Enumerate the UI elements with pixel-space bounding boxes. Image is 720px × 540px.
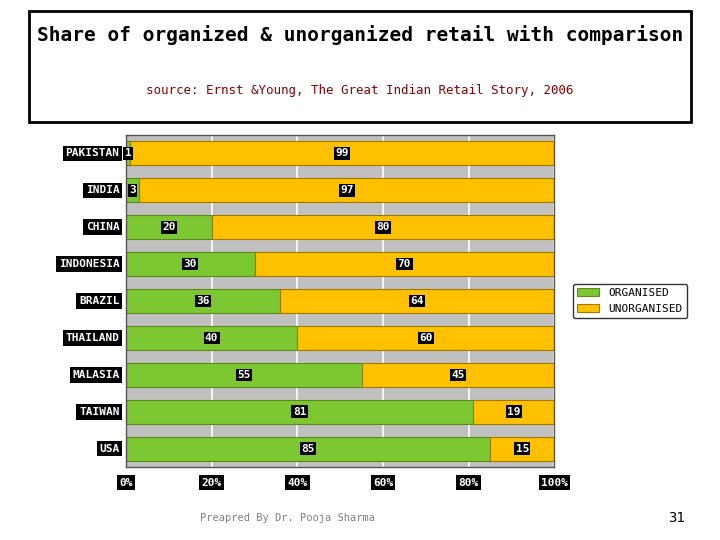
Text: 99: 99 (336, 148, 349, 158)
Text: 97: 97 (340, 185, 354, 195)
Bar (130, 141, 554, 165)
Text: TAIWAN: TAIWAN (79, 407, 120, 417)
Text: 19: 19 (507, 407, 521, 417)
Text: BRAZIL: BRAZIL (79, 296, 120, 306)
Text: 3: 3 (129, 185, 136, 195)
Text: Share of organized & unorganized retail with comparison: Share of organized & unorganized retail … (37, 25, 683, 45)
Bar (490, 437, 554, 461)
Bar (280, 289, 554, 313)
Bar (361, 363, 554, 387)
Text: 15: 15 (516, 444, 529, 454)
Bar (255, 252, 554, 276)
Text: INDONESIA: INDONESIA (59, 259, 120, 269)
Text: 45: 45 (451, 370, 465, 380)
Legend: ORGANISED, UNORGANISED: ORGANISED, UNORGANISED (573, 284, 687, 318)
Text: USA: USA (99, 444, 120, 454)
Text: 85: 85 (301, 444, 315, 454)
Bar (126, 252, 255, 276)
Text: 20: 20 (162, 222, 176, 232)
Text: 70: 70 (397, 259, 411, 269)
Text: 60: 60 (419, 333, 433, 343)
Bar (126, 400, 473, 424)
Text: Preapred By Dr. Pooja Sharma: Preapred By Dr. Pooja Sharma (200, 514, 376, 523)
Bar (126, 363, 361, 387)
Bar (126, 215, 212, 239)
Text: 36: 36 (197, 296, 210, 306)
Text: 40: 40 (205, 333, 218, 343)
Bar (126, 437, 490, 461)
Bar (212, 215, 554, 239)
FancyBboxPatch shape (29, 11, 691, 122)
Bar (473, 400, 554, 424)
Text: 30: 30 (184, 259, 197, 269)
Bar (139, 178, 554, 202)
Text: source: Ernst &Young, The Great Indian Retail Story, 2006: source: Ernst &Young, The Great Indian R… (146, 84, 574, 97)
Text: MALASIA: MALASIA (72, 370, 120, 380)
Text: PAKISTAN: PAKISTAN (66, 148, 120, 158)
Bar (126, 141, 130, 165)
Text: 80: 80 (377, 222, 390, 232)
Bar (126, 326, 297, 350)
Text: 81: 81 (293, 407, 306, 417)
Text: THAILAND: THAILAND (66, 333, 120, 343)
Text: 64: 64 (410, 296, 424, 306)
Text: 55: 55 (237, 370, 251, 380)
Text: CHINA: CHINA (86, 222, 120, 232)
Bar (297, 326, 554, 350)
Bar (126, 178, 139, 202)
Text: INDIA: INDIA (86, 185, 120, 195)
Text: 31: 31 (668, 511, 685, 525)
Bar (126, 289, 280, 313)
Text: 1: 1 (125, 148, 132, 158)
